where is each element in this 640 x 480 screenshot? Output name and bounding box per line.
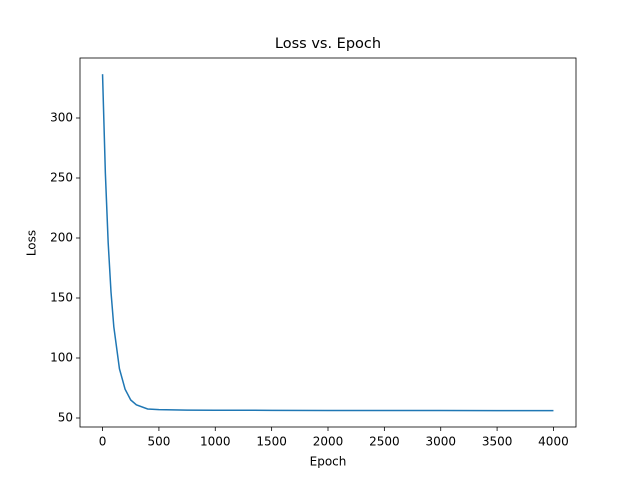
x-tick-label: 0 <box>99 435 107 449</box>
x-tick-label: 2000 <box>313 435 344 449</box>
x-tick-label: 1000 <box>200 435 231 449</box>
y-tick-label: 300 <box>50 111 73 125</box>
x-axis-label: Epoch <box>310 455 347 469</box>
x-tick-label: 3000 <box>425 435 456 449</box>
y-axis-label: Loss <box>25 230 39 256</box>
y-tick-label: 200 <box>50 231 73 245</box>
y-tick-label: 50 <box>58 411 73 425</box>
x-tick-label: 2500 <box>369 435 400 449</box>
line-series <box>101 74 554 412</box>
x-tick-label: 3500 <box>482 435 513 449</box>
y-tick-label: 150 <box>50 291 73 305</box>
x-tick-label: 4000 <box>538 435 569 449</box>
y-tick-label: 250 <box>50 171 73 185</box>
x-tick-label: 1500 <box>256 435 287 449</box>
x-tick-label: 500 <box>147 435 170 449</box>
plot-frame <box>79 57 577 428</box>
chart-title: Loss vs. Epoch <box>275 36 381 52</box>
y-tick-label: 100 <box>50 351 73 365</box>
